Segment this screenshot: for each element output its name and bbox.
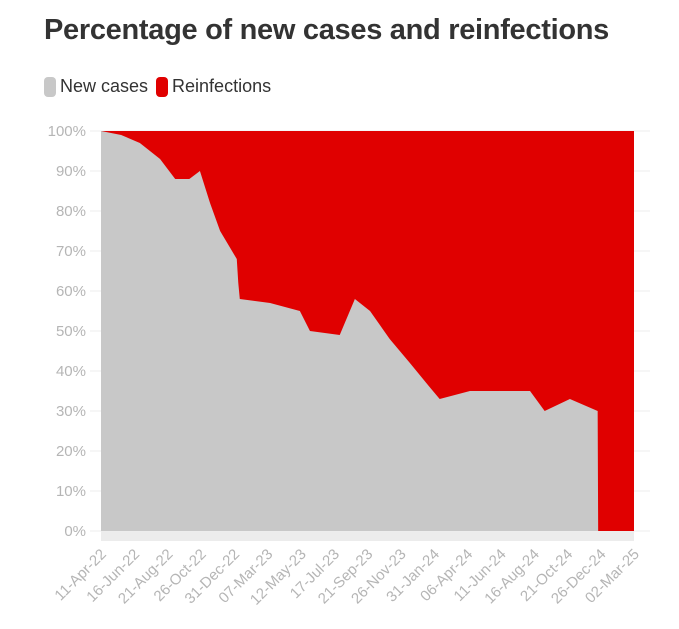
chart-title: Percentage of new cases and reinfections bbox=[44, 14, 609, 46]
legend-label: Reinfections bbox=[172, 76, 272, 96]
y-tick-label: 30% bbox=[56, 403, 86, 420]
y-tick-label: 20% bbox=[56, 443, 86, 460]
y-tick-label: 40% bbox=[56, 363, 86, 380]
legend-item-reinfections[interactable]: Reinfections bbox=[156, 76, 271, 97]
legend: New cases Reinfections bbox=[44, 76, 279, 97]
legend-swatch-new-cases bbox=[44, 76, 56, 97]
legend-swatch-reinfections bbox=[156, 76, 169, 97]
y-tick-label: 90% bbox=[56, 163, 86, 180]
y-tick-label: 50% bbox=[56, 323, 86, 340]
y-tick-label: 60% bbox=[56, 283, 86, 300]
y-tick-label: 10% bbox=[56, 483, 86, 500]
legend-item-new-cases[interactable]: New cases bbox=[44, 76, 148, 97]
y-tick-label: 80% bbox=[56, 203, 86, 220]
legend-label: New cases bbox=[60, 76, 149, 96]
y-tick-label: 70% bbox=[56, 243, 86, 260]
y-tick-label: 100% bbox=[48, 123, 86, 140]
y-tick-label: 0% bbox=[64, 523, 86, 540]
new-cases-area bbox=[101, 131, 634, 531]
x-axis-band bbox=[101, 531, 634, 541]
